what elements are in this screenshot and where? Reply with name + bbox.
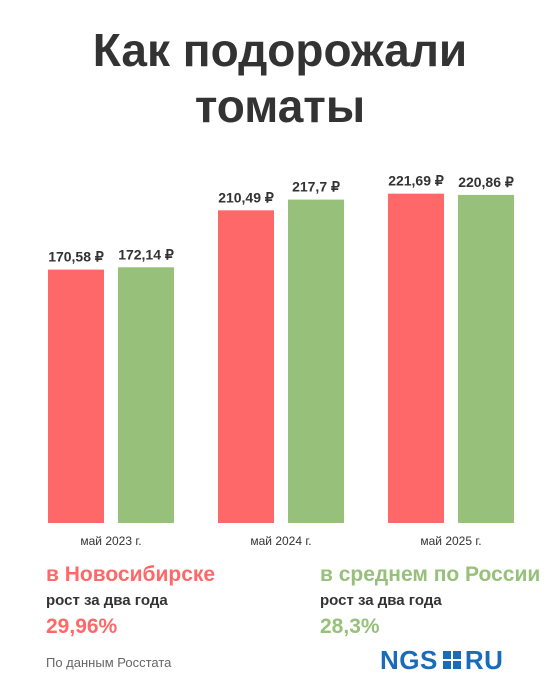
bar-novosibirsk-0 [48,269,104,523]
value-label-russia-2: 220,86 ₽ [458,174,514,190]
bar-russia-0 [118,267,174,523]
source-note: По данным Росстата [46,655,172,670]
title-line-2: томаты [194,80,366,132]
category-label-1: май 2024 г. [250,534,311,548]
chart-title: Как подорожали томаты [0,22,560,134]
logo-right-text: RU [464,645,504,675]
category-label-0: май 2023 г. [80,534,141,548]
logo-left-text: NGS [380,645,438,675]
legend-novosibirsk-sub: рост за два года [46,592,168,609]
value-label-novosibirsk-1: 210,49 ₽ [218,189,274,205]
bar-novosibirsk-2 [388,193,444,523]
legend-novosibirsk: в Новосибирске рост за два года 29,96% [46,562,215,640]
bar-novosibirsk-1 [218,210,274,523]
ngs-ru-logo[interactable]: NGS RU [380,646,503,674]
legend-novosibirsk-pct: 29,96% [46,615,118,638]
legend-russia-sub: рост за два года [320,592,442,609]
value-label-russia-0: 172,14 ₽ [118,246,174,262]
bar-russia-2 [458,194,514,523]
logo-squares-icon [442,651,461,669]
legend-russia-label: в среднем по России [320,563,541,586]
bar-russia-1 [288,199,344,524]
legend-novosibirsk-label: в Новосибирске [46,563,216,586]
legend-russia-pct: 28,3% [320,615,380,638]
category-label-2: май 2025 г. [420,534,481,548]
value-label-novosibirsk-0: 170,58 ₽ [48,249,104,265]
legend-russia: в среднем по России рост за два года 28,… [320,562,540,640]
value-label-novosibirsk-2: 221,69 ₽ [388,173,444,189]
title-line-1: Как подорожали [92,24,468,76]
value-label-russia-1: 217,7 ₽ [292,179,340,195]
